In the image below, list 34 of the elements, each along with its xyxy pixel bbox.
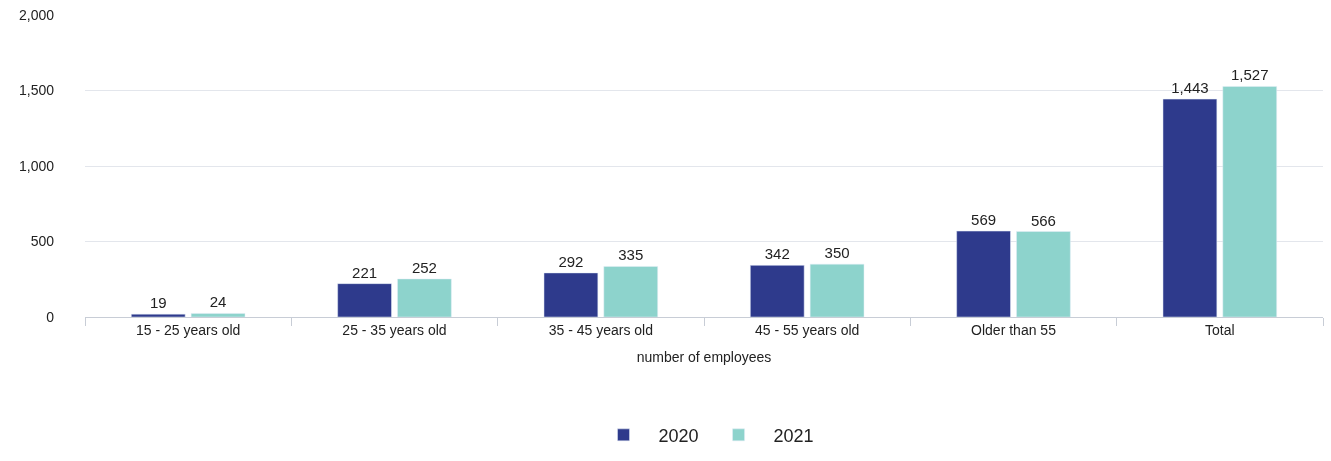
data-label: 292 [558, 252, 584, 270]
bar [543, 272, 599, 317]
y-tick-label: 0 [46, 308, 55, 325]
data-label: 252 [411, 258, 437, 276]
bar [603, 266, 658, 317]
data-label: 19 [149, 294, 167, 312]
data-label: 221 [352, 263, 378, 281]
bar [190, 313, 246, 317]
y-tick-label: 2,000 [18, 6, 55, 23]
x-axis-title: number of employees [636, 349, 772, 366]
y-tick-label: 1,000 [18, 157, 55, 174]
data-label: 350 [824, 244, 850, 262]
data-label: 1,527 [1230, 66, 1269, 84]
x-tick-label: 35 - 45 years old [548, 321, 653, 338]
data-label: 335 [618, 246, 644, 264]
x-tick-label: Older than 55 [971, 321, 1057, 338]
x-tick-label: 25 - 35 years old [342, 321, 447, 338]
x-tick-label: Total [1205, 321, 1235, 338]
bar [809, 263, 865, 317]
x-tick-label: 15 - 25 years old [136, 321, 241, 338]
y-tick-label: 1,500 [18, 82, 55, 99]
legend-label: 2021 [773, 425, 814, 446]
bar [337, 283, 392, 317]
data-label: 1,443 [1171, 79, 1209, 97]
x-tick-label: 45 - 55 years old [755, 321, 860, 338]
data-label: 569 [971, 211, 997, 229]
bar [131, 313, 186, 317]
data-label: 24 [209, 293, 227, 311]
bar [750, 265, 805, 317]
data-label: 566 [1030, 211, 1056, 229]
legend-label: 2020 [658, 425, 699, 446]
y-tick-label: 500 [30, 233, 55, 250]
bar [397, 278, 452, 317]
data-label: 342 [764, 245, 790, 263]
